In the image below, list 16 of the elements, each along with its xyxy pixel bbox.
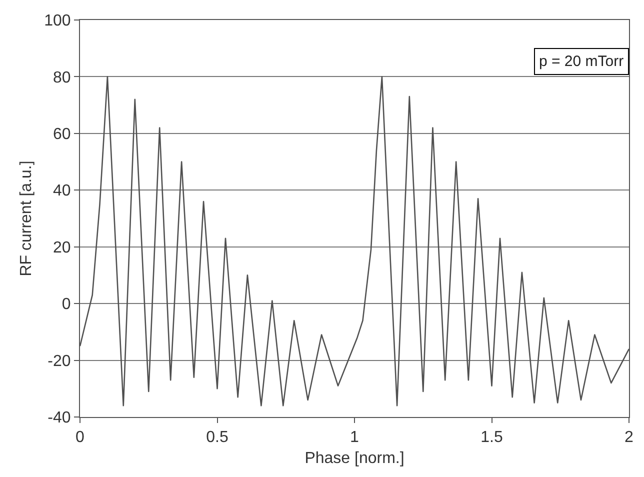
y-tick-label: 80 xyxy=(53,69,71,86)
x-tick-label: 1 xyxy=(350,429,360,446)
y-tick-label: 40 xyxy=(53,182,71,200)
y-tick-label: -20 xyxy=(48,352,71,370)
annotation: p = 20 mTorr xyxy=(539,53,624,70)
y-axis-title: RF current [a.u.] xyxy=(18,160,35,276)
y-tick-label: 60 xyxy=(53,126,71,144)
y-tick-label: 0 xyxy=(62,296,71,314)
x-tick-label: 0 xyxy=(76,429,85,446)
x-tick-label: 2 xyxy=(624,429,634,446)
y-tick-label: 20 xyxy=(53,239,71,256)
y-tick-label: 100 xyxy=(44,12,71,30)
x-axis-title: Phase [norm.] xyxy=(304,450,404,467)
x-tick-label: 1.5 xyxy=(480,429,503,446)
y-tick-label: -40 xyxy=(48,410,71,427)
x-tick-label: 0.5 xyxy=(206,429,228,446)
